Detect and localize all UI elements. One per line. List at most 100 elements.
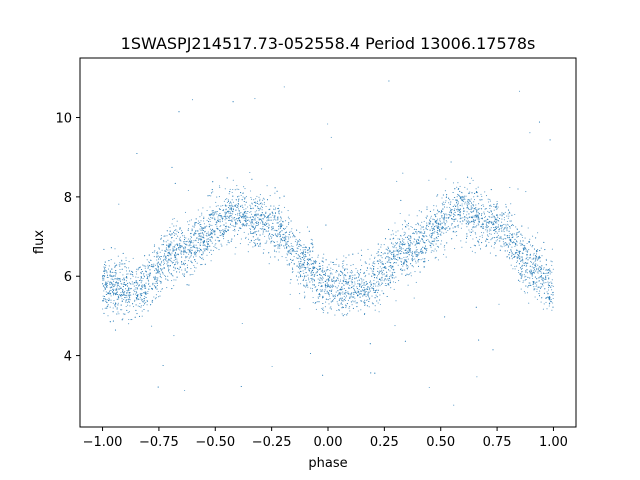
data-point [228,206,230,209]
data-point [126,293,128,295]
data-point [516,233,518,235]
data-point [178,271,181,273]
data-point [474,219,476,221]
data-point [503,245,505,247]
data-point [174,244,176,246]
data-point [343,295,345,297]
data-point [478,208,480,210]
data-point [387,246,389,248]
data-point [495,255,497,257]
data-point [191,249,193,251]
data-point [235,203,237,205]
data-point [343,255,345,257]
data-point [122,290,124,292]
data-point [394,244,396,246]
data-point [230,214,232,217]
data-point [157,261,159,263]
data-point [257,222,259,225]
data-point [381,268,383,270]
data-point [264,228,266,230]
data-point [237,206,239,208]
data-point [173,259,175,261]
data-point [143,265,145,267]
data-point [552,294,554,296]
data-point [211,253,213,255]
data-point [189,274,191,276]
data-point [147,292,149,294]
data-point [126,291,128,294]
data-point [157,255,159,257]
data-point [332,299,335,301]
data-point [193,264,195,267]
data-point [107,280,109,282]
data-point [176,253,178,255]
data-point [139,293,141,295]
data-point [376,289,378,291]
data-point [154,250,156,252]
data-point [492,224,494,226]
data-point [359,293,361,296]
data-point [224,212,226,215]
data-point [532,263,534,265]
data-point [224,219,226,221]
data-point [256,225,258,227]
data-point [512,224,514,226]
data-point [433,205,435,207]
data-point [525,275,527,277]
data-point [485,229,487,231]
data-point [444,201,446,203]
data-point [361,264,363,267]
data-point [189,238,191,240]
data-point [416,256,418,258]
data-point [381,257,383,259]
data-point [162,244,164,246]
data-point [254,219,256,221]
data-point [303,257,305,259]
data-point [356,280,359,282]
data-point [400,268,402,270]
data-point [161,288,163,290]
data-point [236,188,238,190]
data-point [333,282,336,284]
data-point [524,276,526,278]
data-point [200,264,202,266]
data-point [147,273,149,275]
data-point [171,261,173,263]
data-point [141,293,143,295]
data-point [487,210,489,212]
data-point [234,217,236,219]
data-point [496,232,498,234]
data-point [525,271,527,274]
data-point [117,295,119,297]
data-point [392,233,394,235]
data-point [103,277,105,279]
data-point [345,307,347,309]
data-point [114,305,116,307]
data-point [108,297,110,299]
data-point [384,252,386,254]
data-point [175,261,177,263]
data-point [190,219,192,221]
data-point [251,202,253,204]
data-point [223,216,225,218]
data-point [394,222,396,224]
data-point [246,219,248,221]
data-point [532,267,534,269]
data-point [164,249,166,252]
data-point [171,233,173,235]
data-point [107,268,110,270]
data-point [433,250,435,252]
data-point [438,211,440,213]
data-point [123,298,125,301]
data-point [256,220,258,223]
data-point [109,306,111,308]
data-point [113,294,115,296]
data-point [430,233,432,235]
data-point [170,234,172,236]
data-point [305,286,307,288]
data-point [461,192,463,194]
data-point [407,284,409,286]
data-point [321,279,323,281]
data-point [536,291,538,293]
data-point [472,230,474,232]
